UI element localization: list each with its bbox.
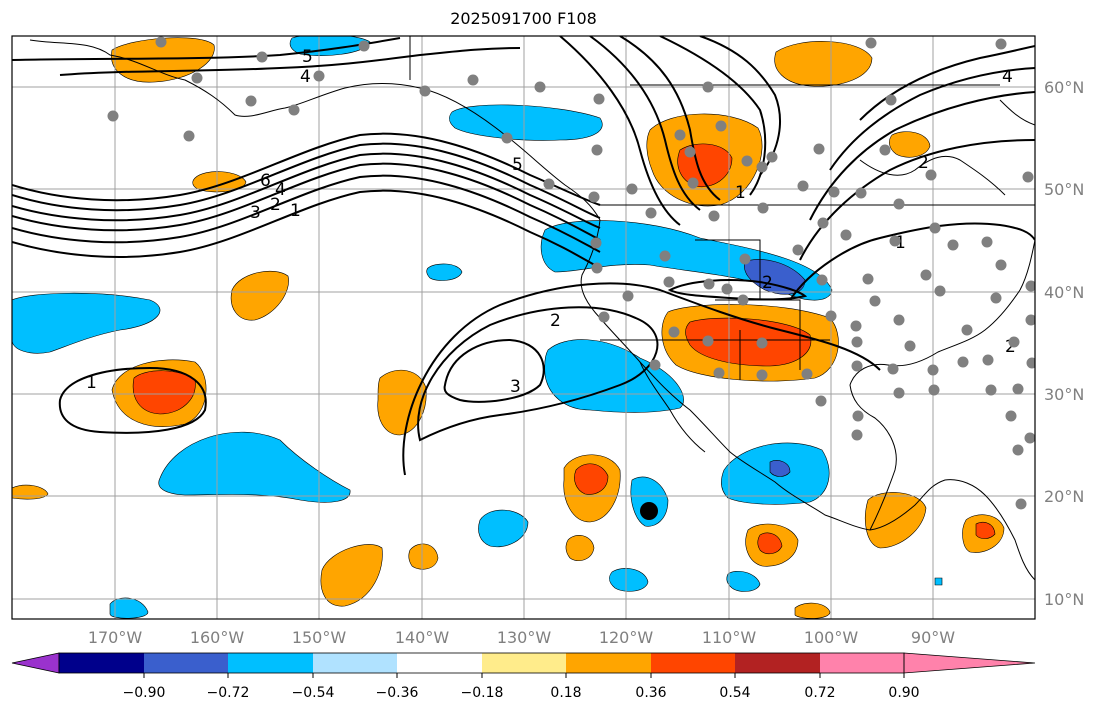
colorbar-segment [482, 653, 566, 673]
colorbar-segment [144, 653, 228, 673]
colorbar-segment [820, 653, 904, 673]
lat-label: 50°N [1044, 180, 1084, 199]
lon-label: 150°W [292, 628, 347, 647]
lon-label: 170°W [88, 628, 143, 647]
contour-labels: 1 2 3 4 5 6 5 4 2 1 3 2 1 2 4 2 1 [86, 47, 1016, 397]
colorbar-extend-low [11, 652, 60, 674]
lon-label: 130°W [497, 628, 552, 647]
colorbar-tick-label: 0.72 [804, 685, 835, 701]
colorbar-tick-label: 0.36 [635, 685, 666, 701]
latitude-labels: 60°N 50°N 40°N 30°N 20°N 10°N [1044, 78, 1084, 609]
colorbar-segment [313, 653, 397, 673]
station-markers [107, 36, 1035, 510]
positive-anomaly-shading [12, 37, 1005, 619]
colorbar-segment [566, 653, 651, 673]
colorbar-tick-label: 0.90 [888, 685, 919, 701]
contour-label: 2 [762, 273, 773, 293]
colorbar-tick-label: 0.18 [550, 685, 581, 701]
highlighted-station-marker [640, 502, 658, 520]
lat-label: 30°N [1044, 385, 1084, 404]
colorbar-tick-label: −0.90 [123, 685, 166, 701]
colorbar-tick-label: −0.54 [292, 685, 335, 701]
contour-label: 5 [302, 47, 313, 67]
contour-label: 5 [512, 155, 523, 175]
lon-label: 90°W [911, 628, 955, 647]
map-frame [11, 35, 1036, 620]
chart-title: 2025091700 F108 [450, 9, 597, 28]
contour-label: 3 [510, 377, 521, 397]
colorbar-segment [735, 653, 820, 673]
contour-label: 4 [300, 67, 311, 87]
colorbar-segment [59, 653, 144, 673]
colorbar-segment [397, 653, 482, 673]
lon-label: 160°W [190, 628, 245, 647]
colorbar-tick-label: −0.36 [376, 685, 419, 701]
colorbar-extend-high [903, 652, 1036, 674]
lat-label: 40°N [1044, 283, 1084, 302]
lon-label: 110°W [702, 628, 757, 647]
colorbar-segment [651, 653, 735, 673]
contour-label: 2 [1005, 337, 1016, 357]
contour-label: 4 [1002, 67, 1013, 87]
graticule-grid [12, 36, 1035, 619]
lon-label: 120°W [599, 628, 654, 647]
colorbar-tick-label: −0.72 [207, 685, 250, 701]
colorbar-segment [228, 653, 313, 673]
lat-label: 20°N [1044, 487, 1084, 506]
lon-label: 100°W [804, 628, 859, 647]
contour-label: 3 [250, 203, 261, 223]
contour-label: 1 [290, 201, 301, 221]
colorbar-ticks [143, 673, 905, 678]
colorbar: −0.90 −0.72 −0.54 −0.36 −0.18 0.18 0.36 … [11, 652, 1036, 701]
contour-label: 2 [918, 153, 929, 173]
contour-label: 2 [270, 195, 281, 215]
contour-label: 1 [86, 373, 97, 393]
colorbar-tick-label: −0.18 [461, 685, 504, 701]
contour-label: 1 [895, 233, 906, 253]
contour-label: 4 [275, 180, 286, 200]
longitude-labels: 170°W 160°W 150°W 140°W 130°W 120°W 110°… [88, 628, 955, 647]
contour-label: 1 [735, 183, 746, 203]
contour-label: 2 [550, 311, 561, 331]
contour-label: 6 [260, 171, 271, 191]
lat-label: 60°N [1044, 78, 1084, 97]
lon-label: 140°W [395, 628, 450, 647]
colorbar-tick-label: 0.54 [719, 685, 750, 701]
geopotential-contours [12, 36, 1035, 476]
lat-label: 10°N [1044, 590, 1084, 609]
